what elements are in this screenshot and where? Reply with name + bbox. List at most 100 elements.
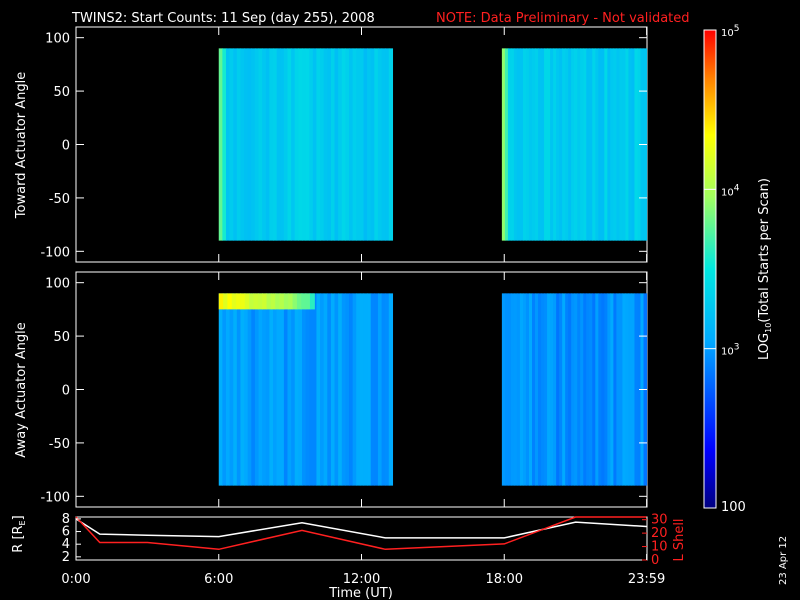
heatmap-column	[312, 48, 318, 241]
heatmap-column	[370, 48, 375, 241]
heatmap-column	[374, 48, 379, 241]
heatmap-column	[604, 293, 608, 486]
heatmap-column	[586, 48, 590, 241]
heatmap-column	[592, 293, 596, 486]
heatmap-column	[507, 293, 512, 486]
y-tick-label: 100	[45, 32, 70, 47]
heatmap-column	[519, 48, 524, 241]
heatmap-column	[562, 293, 566, 486]
heatmap-column	[254, 293, 260, 486]
heatmap-column	[535, 48, 539, 241]
y-tick-label: 50	[53, 330, 70, 345]
heatmap-column	[367, 293, 372, 486]
heatmap-column	[541, 293, 545, 486]
heatmap-column	[338, 293, 343, 486]
heatmap-column	[363, 293, 368, 486]
away-x-ticks	[75, 272, 648, 507]
heatmap-high-band-cell	[292, 293, 298, 310]
heatmap-column	[320, 48, 325, 241]
heatmap-column	[619, 48, 624, 241]
heatmap-column	[592, 48, 596, 241]
heatmap-column	[251, 48, 256, 241]
heatmap-column	[280, 48, 285, 241]
heatmap-column	[586, 293, 590, 486]
heatmap-column	[565, 48, 569, 241]
heatmap-high-band-cell	[227, 293, 233, 310]
heatmap-column	[610, 293, 614, 486]
heatmap-column	[294, 293, 299, 486]
heatmap-column	[240, 48, 245, 241]
heatmap-high-band-cell	[249, 293, 255, 310]
heatmap-column	[516, 48, 521, 241]
colorbar-gradient	[703, 29, 717, 509]
heatmap-column	[571, 293, 575, 486]
heatmap-column	[334, 48, 339, 241]
heatmap-column	[301, 293, 307, 486]
heatmap-column	[504, 293, 509, 486]
heatmap-column	[236, 293, 242, 486]
heatmap-column	[507, 48, 512, 241]
toward-y-ticks: 100 50 0 -50 -100	[40, 32, 647, 260]
heatmap-column	[510, 48, 515, 241]
heatmap-column	[550, 48, 554, 241]
l-shell-series-line	[75, 516, 647, 551]
heatmap-column	[363, 48, 368, 241]
heatmap-column	[501, 293, 506, 486]
heatmap-column	[309, 293, 314, 486]
heatmap-column	[345, 293, 350, 486]
l-shell-tick-label: 20	[651, 526, 668, 541]
l-shell-tick-label: 10	[651, 540, 668, 555]
heatmap-column	[323, 293, 328, 486]
heatmap-column	[251, 293, 256, 486]
heatmap-column	[516, 293, 521, 486]
heatmap-column	[528, 293, 533, 486]
heatmap-column	[283, 48, 289, 241]
heatmap-column	[367, 48, 372, 241]
heatmap-column	[381, 293, 386, 486]
heatmap-column	[236, 48, 242, 241]
colorbar-tick-label: 105	[721, 24, 739, 39]
heatmap-column	[254, 48, 260, 241]
heatmap-column	[229, 48, 234, 241]
preliminary-note: NOTE: Data Preliminary - Not validated	[436, 11, 690, 26]
heatmap-column	[269, 48, 274, 241]
heatmap-column	[334, 293, 339, 486]
heatmap-high-band-cell	[266, 293, 272, 310]
heatmap-column	[544, 48, 548, 241]
away-y-ticks: 100 50 0 -50 -100	[40, 277, 647, 505]
heatmap-column	[327, 48, 332, 241]
heatmap-column	[341, 48, 346, 241]
heatmap-column	[525, 48, 530, 241]
heatmap-column	[595, 48, 599, 241]
heatmap-column	[513, 48, 518, 241]
heatmap-column	[377, 293, 383, 486]
heatmap-column	[356, 48, 361, 241]
heatmap-column	[320, 293, 325, 486]
x-tick-label: 23:59	[628, 572, 665, 587]
heatmap-column	[607, 48, 611, 241]
heatmap-column	[327, 293, 332, 486]
heatmap-column	[312, 293, 318, 486]
heatmap-column	[568, 48, 572, 241]
heatmap-column	[269, 293, 274, 486]
y-tick-label: 100	[45, 277, 70, 292]
heatmap-column	[604, 48, 608, 241]
heatmap-column	[601, 293, 605, 486]
l-shell-tick-label: 0	[651, 553, 659, 568]
heatmap-column	[550, 293, 554, 486]
heatmap-column	[305, 48, 310, 241]
heatmap-column	[553, 293, 557, 486]
heatmap-column	[258, 48, 263, 241]
heatmap-high-band-cell	[275, 293, 281, 310]
x-axis-label: Time (UT)	[328, 586, 393, 600]
heatmap-column	[631, 293, 636, 486]
heatmap-column	[583, 48, 587, 241]
heatmap-column	[528, 48, 533, 241]
heatmap-column	[589, 293, 593, 486]
heatmap-column	[577, 48, 581, 241]
heatmap-column	[291, 293, 296, 486]
heatmap-column	[244, 48, 249, 241]
y-tick-label: -50	[49, 437, 70, 452]
